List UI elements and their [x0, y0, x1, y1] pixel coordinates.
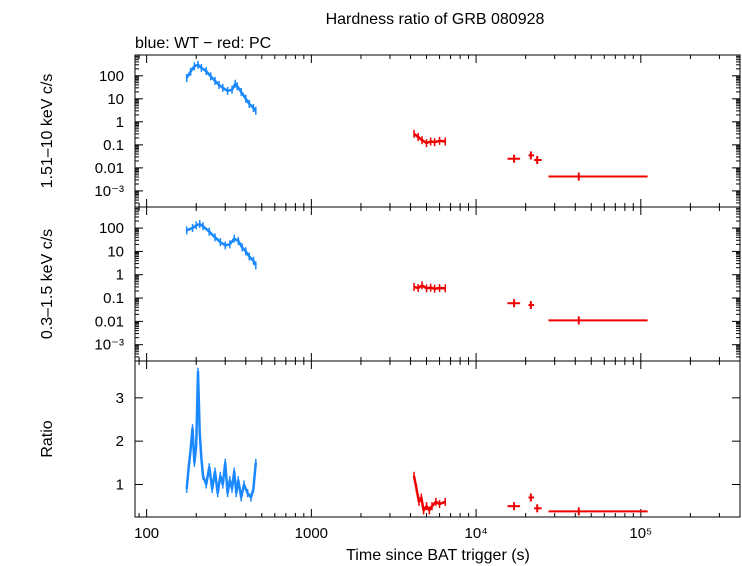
- y-tick-label: 2: [116, 433, 124, 450]
- y-tick-label: 1: [116, 477, 124, 494]
- series-line-WT: [185, 63, 257, 112]
- panel-frame: [134, 360, 741, 518]
- panel-ratio: Ratio 1 2 3 100 1000 10⁴ 10⁵: [39, 360, 741, 542]
- panel-hard-band: 1.51–10 keV c/s 100 10 1 0.1 0.01 10⁻³: [39, 54, 741, 208]
- y-tick-label: 10: [107, 91, 124, 108]
- y-tick-label: 0.01: [95, 313, 124, 330]
- panel-soft-band: 0.3–1.5 keV c/s 100 10 1 0.1 0.01 10⁻³: [39, 206, 741, 362]
- ticks-ratio: 1 2 3: [116, 361, 740, 517]
- chart-subtitle: blue: WT − red: PC: [135, 35, 271, 52]
- panel-frame: [134, 206, 741, 362]
- y-tick-label: 0.1: [103, 290, 124, 307]
- y-axis-label-hard: 1.51–10 keV c/s: [39, 74, 56, 189]
- x-axis-ticks: 100 1000 10⁴ 10⁵: [134, 525, 652, 542]
- y-tick-label: 10⁻³: [94, 183, 124, 200]
- ticks-soft: 100 10 1 0.1 0.01 10⁻³: [94, 207, 740, 361]
- y-tick-label: 10⁻³: [94, 337, 124, 354]
- y-tick-label: 10: [107, 243, 124, 260]
- x-tick-label: 1000: [295, 525, 328, 542]
- y-tick-label: 100: [99, 220, 124, 237]
- series-line-WT: [185, 370, 258, 499]
- y-tick-label: 0.1: [103, 137, 124, 154]
- y-tick-label: 100: [99, 68, 124, 85]
- x-axis-label: Time since BAT trigger (s): [346, 547, 530, 564]
- marks-ratio: [185, 367, 648, 516]
- panel-frame: [134, 54, 741, 208]
- x-tick-label: 10⁴: [465, 525, 488, 542]
- y-tick-label: 1: [116, 114, 124, 131]
- marks-hard: [185, 60, 648, 181]
- marks-soft: [185, 219, 648, 325]
- y-tick-label: 3: [116, 390, 124, 407]
- x-tick-label: 100: [134, 525, 159, 542]
- y-axis-label-ratio: Ratio: [39, 420, 56, 457]
- chart-title: Hardness ratio of GRB 080928: [326, 11, 545, 28]
- y-tick-label: 1: [116, 267, 124, 284]
- ticks-hard: 100 10 1 0.1 0.01 10⁻³: [94, 55, 740, 207]
- series-line-WT: [186, 222, 257, 266]
- x-tick-label: 10⁵: [629, 525, 652, 542]
- y-tick-label: 0.01: [95, 160, 124, 177]
- y-axis-label-soft: 0.3–1.5 keV c/s: [39, 229, 56, 339]
